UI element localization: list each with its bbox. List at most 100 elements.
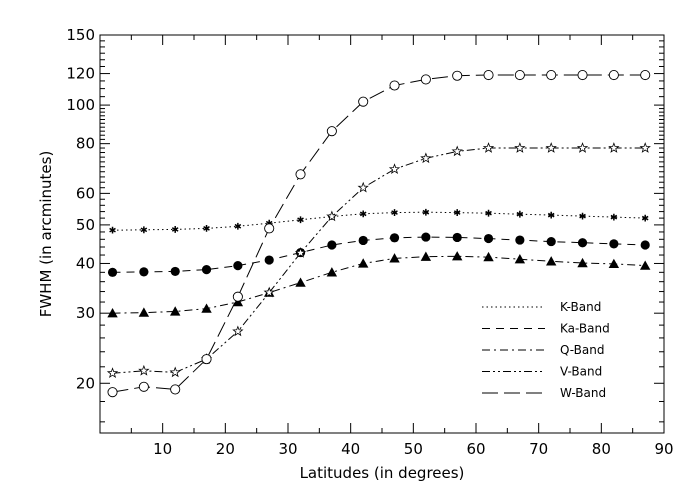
data-point — [106, 367, 119, 379]
x-tick-label: 10 — [153, 440, 172, 458]
data-point — [453, 209, 461, 216]
data-point — [483, 69, 494, 81]
data-point — [640, 260, 651, 270]
data-point — [389, 253, 400, 263]
data-point — [107, 267, 118, 277]
legend-label: Q-Band — [560, 343, 605, 357]
data-point — [201, 354, 212, 365]
data-point — [420, 251, 432, 261]
data-point — [610, 213, 618, 221]
data-point — [483, 233, 494, 244]
legend-item: W-Band — [482, 386, 606, 400]
series-k-band — [109, 208, 649, 234]
y-axis-title: FWHM (in arcminutes) — [37, 151, 55, 318]
data-point — [107, 307, 118, 318]
data-point — [358, 235, 368, 246]
x-tick-label: 30 — [278, 440, 297, 458]
legend-item: Q-Band — [482, 343, 605, 357]
data-point — [609, 239, 619, 249]
data-point — [138, 307, 150, 317]
data-point — [326, 126, 337, 137]
data-point — [545, 142, 557, 153]
data-point — [359, 210, 367, 218]
y-tick-label: 40 — [76, 254, 95, 272]
legend-item: Ka-Band — [482, 322, 610, 336]
data-point — [485, 209, 492, 217]
data-point — [357, 181, 369, 193]
y-tick-label: 60 — [76, 184, 95, 202]
data-point — [452, 232, 462, 243]
data-point — [608, 142, 620, 153]
data-point — [169, 366, 181, 378]
data-point — [264, 223, 275, 234]
data-point — [391, 209, 398, 216]
data-point — [109, 226, 116, 234]
data-point — [201, 303, 212, 313]
data-point — [420, 152, 432, 164]
series-ka-band — [107, 232, 650, 277]
data-point — [608, 69, 619, 81]
series-line — [112, 255, 646, 314]
series-v-band — [106, 142, 651, 379]
x-tick-label: 50 — [404, 440, 423, 458]
data-point — [295, 277, 306, 287]
x-tick-label: 20 — [216, 440, 235, 458]
x-tick-label: 90 — [654, 440, 673, 458]
data-point — [577, 238, 588, 248]
data-point — [639, 142, 651, 153]
data-point — [514, 253, 526, 264]
data-point — [640, 240, 650, 250]
data-point — [294, 247, 307, 258]
data-point — [234, 222, 242, 230]
data-point — [576, 142, 589, 153]
data-point — [326, 210, 338, 222]
data-point — [389, 233, 400, 243]
series-line — [112, 236, 646, 273]
data-point — [420, 74, 431, 85]
data-point — [516, 210, 524, 218]
y-tick-label: 120 — [66, 65, 95, 83]
data-point — [546, 236, 556, 247]
data-point — [421, 232, 431, 242]
data-point — [263, 286, 275, 298]
data-point — [389, 80, 400, 91]
data-point — [170, 306, 181, 316]
data-point — [546, 69, 557, 81]
data-point — [233, 261, 243, 271]
data-point — [171, 226, 179, 233]
data-point — [232, 325, 244, 337]
data-point — [546, 256, 557, 266]
legend-label: V-Band — [560, 365, 602, 379]
data-point — [107, 387, 118, 398]
series-line — [112, 74, 646, 393]
y-tick-label: 100 — [66, 96, 95, 114]
data-point — [452, 70, 463, 81]
data-point — [139, 267, 149, 277]
data-point — [297, 216, 304, 224]
data-point — [577, 69, 588, 81]
data-point — [640, 69, 651, 81]
data-point — [452, 251, 463, 261]
data-point — [579, 212, 586, 220]
data-point — [514, 69, 525, 81]
y-tick-label: 20 — [76, 374, 95, 392]
data-point — [547, 211, 555, 219]
data-point — [170, 266, 180, 277]
data-point — [138, 364, 150, 376]
data-point — [327, 240, 337, 250]
legend-item: K-Band — [482, 300, 601, 314]
legend-item: V-Band — [482, 365, 602, 379]
x-tick-label: 70 — [529, 440, 548, 458]
data-point — [482, 142, 495, 153]
x-tick-label: 80 — [592, 440, 611, 458]
series-line — [112, 147, 646, 374]
data-point — [608, 258, 620, 269]
data-point — [358, 96, 369, 107]
series-line — [112, 211, 646, 231]
data-point — [203, 224, 210, 232]
legend-label: K-Band — [560, 300, 601, 314]
data-point — [483, 251, 494, 262]
data-point — [201, 265, 212, 275]
data-point — [232, 291, 243, 302]
